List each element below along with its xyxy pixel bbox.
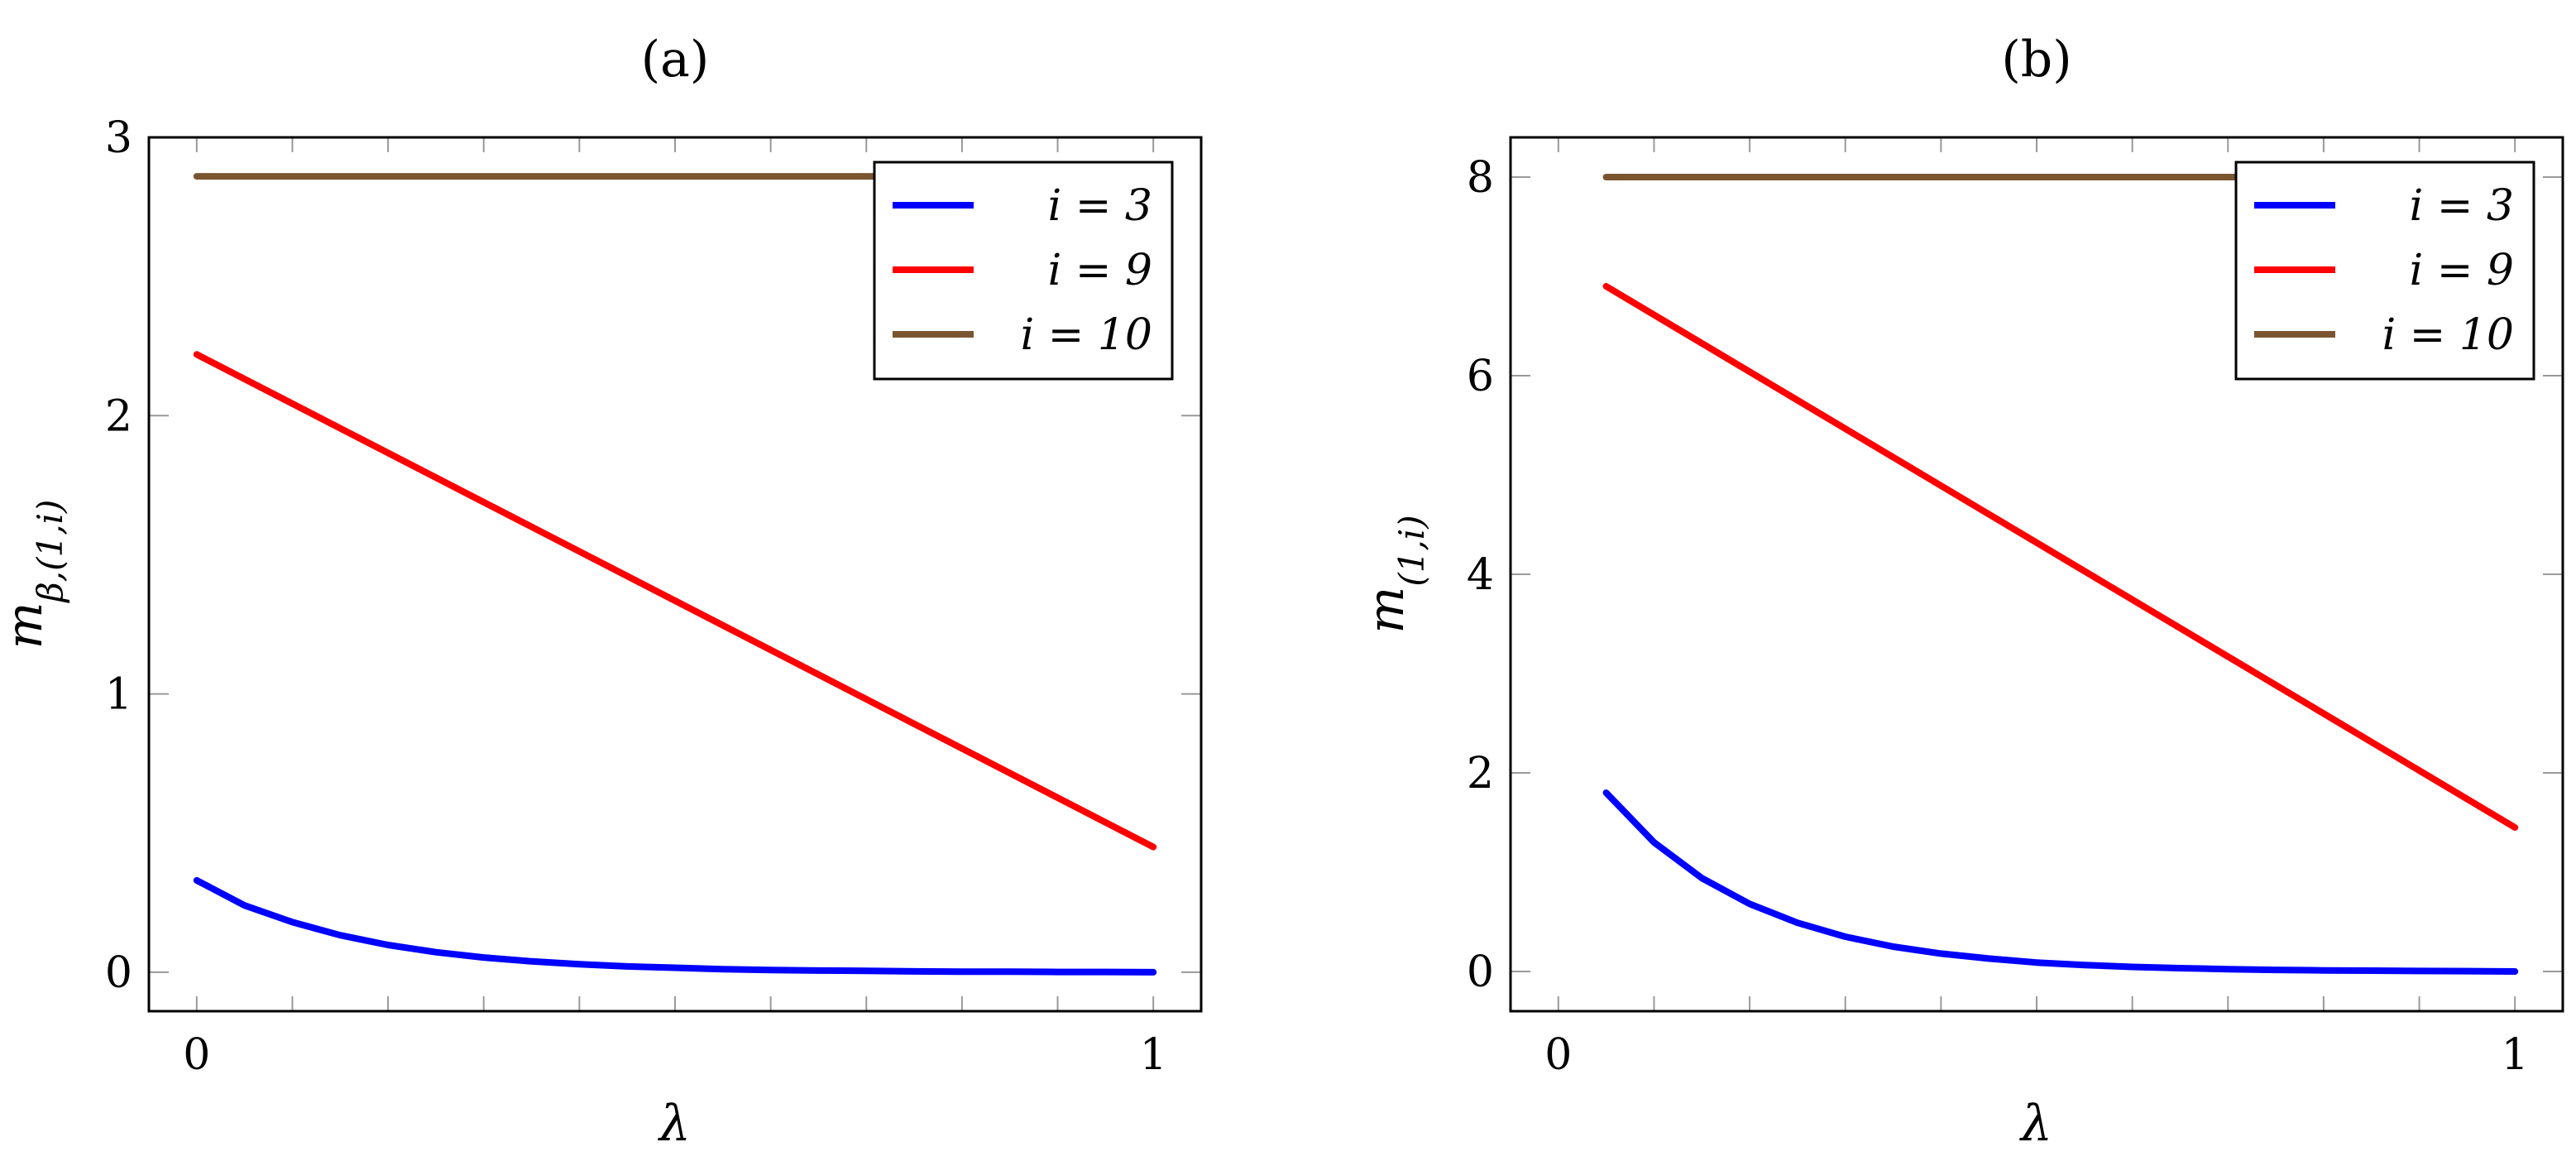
y-axis-label: m(1,i) <box>1357 515 1432 633</box>
x-axis-label: λ <box>658 1095 691 1153</box>
series-line-i9 <box>193 351 1157 851</box>
y-tick-label: 0 <box>1467 947 1494 997</box>
y-tick-label: 3 <box>105 113 132 163</box>
y-axis-label: mβ,(1,i) <box>0 500 70 650</box>
x-tick-label: 1 <box>1140 1030 1167 1080</box>
y-tick-label: 6 <box>1467 352 1494 401</box>
x-tick-label: 0 <box>183 1030 210 1080</box>
chart-panel-1: (b) 0 2 4 6 8 0 1 λ m(1,i) i = 3 i = 9 i = 10 <box>1357 31 2564 1153</box>
legend-entry: i = 9 <box>1048 246 1152 295</box>
plot-frame <box>147 136 1203 1013</box>
chart-panel-0: (a) 0 1 2 3 0 1 λ mβ,(1,i) i = 3 i = 9 i = 10 <box>0 31 1203 1153</box>
legend-entry: i = 3 <box>2410 181 2514 231</box>
plot-frame <box>1509 136 2564 1013</box>
legend-entry: i = 9 <box>2410 246 2514 295</box>
legend: i = 3 i = 9 i = 10 <box>2234 161 2535 381</box>
panel-title: (b) <box>2001 31 2071 89</box>
series-line-i3 <box>1602 789 2519 975</box>
panel-title: (a) <box>641 31 710 89</box>
series-line-i3 <box>193 876 1157 976</box>
x-tick-label: 1 <box>2502 1030 2529 1080</box>
legend-entry: i = 3 <box>1048 181 1152 231</box>
y-tick-label: 8 <box>1467 153 1494 203</box>
legend: i = 3 i = 9 i = 10 <box>873 161 1174 381</box>
series-line-i9 <box>1602 283 2519 831</box>
legend-entry: i = 10 <box>1021 310 1152 360</box>
x-axis-label: λ <box>2019 1095 2052 1153</box>
y-tick-label: 1 <box>105 670 132 720</box>
x-tick-label: 0 <box>1544 1030 1572 1080</box>
legend-entry: i = 10 <box>2382 310 2514 360</box>
y-tick-label: 0 <box>105 948 132 998</box>
y-tick-label: 4 <box>1467 550 1494 600</box>
y-tick-label: 2 <box>105 391 132 441</box>
y-tick-label: 2 <box>1467 749 1494 799</box>
